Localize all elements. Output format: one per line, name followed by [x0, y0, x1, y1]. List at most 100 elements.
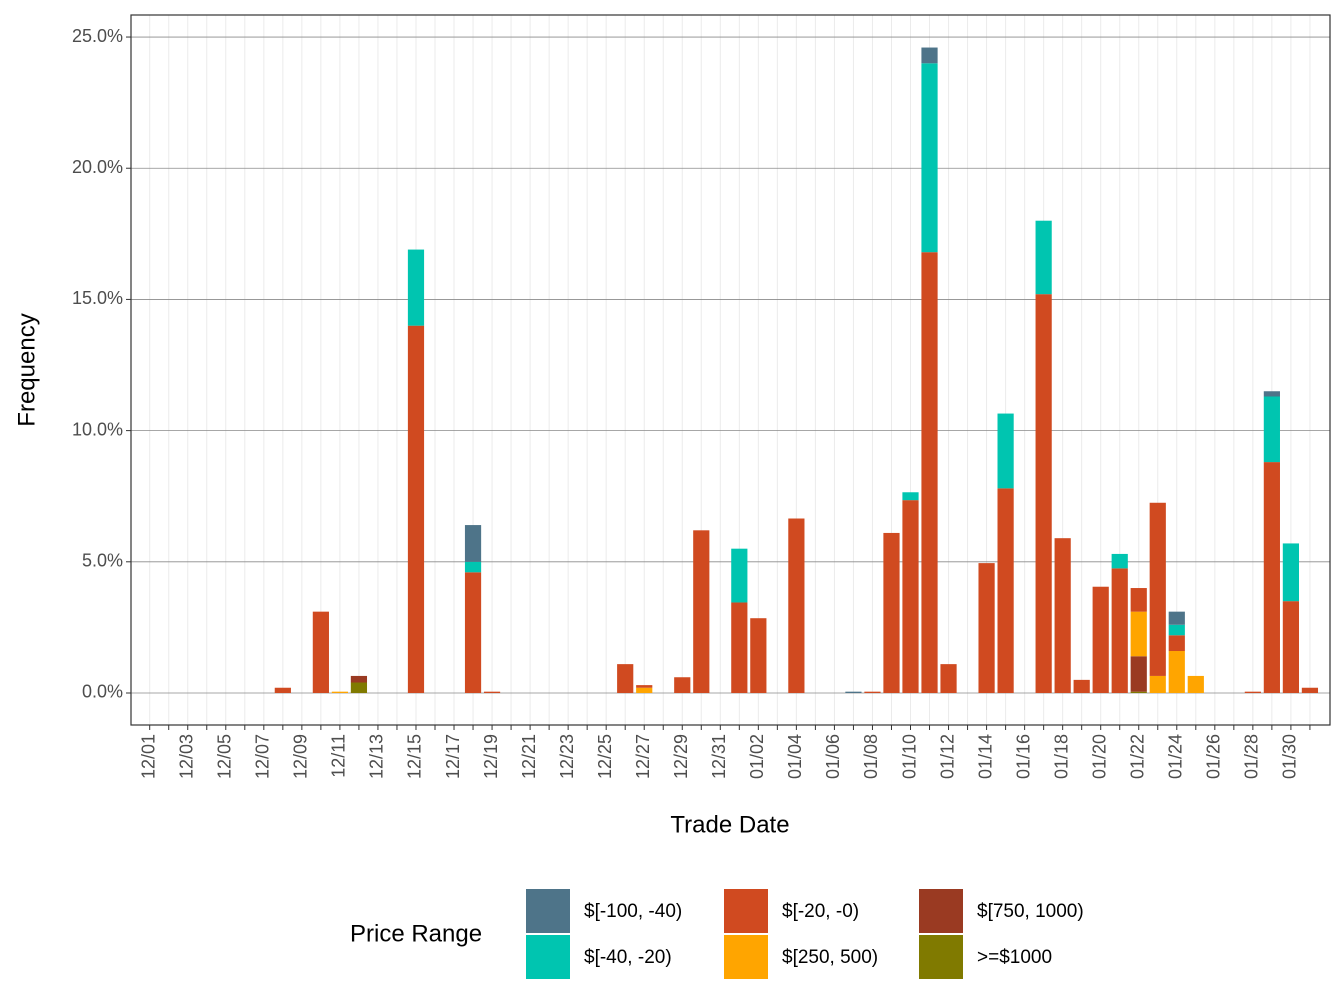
x-tick-label: 01/12	[937, 734, 957, 779]
bar	[1035, 294, 1052, 693]
bar	[921, 63, 938, 253]
legend-title: Price Range	[350, 920, 482, 947]
bar	[845, 691, 862, 693]
bar	[1130, 656, 1147, 692]
bar	[312, 611, 329, 693]
x-tick-label: 12/31	[709, 734, 729, 779]
x-tick-label: 12/11	[329, 734, 349, 778]
bar	[636, 687, 653, 693]
x-tick-label: 12/03	[176, 734, 196, 779]
x-tick-label: 12/21	[519, 734, 539, 779]
bar	[617, 664, 634, 693]
bar	[1187, 675, 1204, 693]
x-tick-label: 01/08	[861, 734, 881, 779]
x-tick-label: 01/06	[823, 734, 843, 779]
x-tick-label: 12/23	[557, 734, 577, 779]
bar	[1263, 396, 1280, 463]
x-tick-label: 12/19	[481, 734, 501, 779]
bar	[1130, 691, 1147, 693]
x-tick-label: 01/02	[747, 734, 767, 779]
x-tick-label: 01/04	[785, 734, 805, 779]
bar	[750, 618, 767, 693]
legend-label: $[-100, -40)	[584, 901, 682, 922]
bar	[1244, 691, 1261, 693]
x-tick-label: 12/27	[633, 734, 653, 779]
x-tick-label: 12/29	[671, 734, 691, 779]
x-tick-label: 01/14	[975, 734, 995, 779]
bar	[1130, 611, 1147, 657]
x-tick-label: 12/15	[405, 734, 425, 779]
legend-swatch	[526, 935, 570, 979]
legend-label: $[250, 500)	[782, 947, 878, 968]
x-tick-label: 01/30	[1280, 734, 1300, 779]
bar	[1054, 538, 1071, 693]
bar	[674, 677, 691, 693]
bar	[464, 525, 482, 562]
y-axis-title: Frequency	[13, 313, 40, 426]
bar	[883, 532, 900, 693]
bar	[1035, 220, 1052, 295]
bar	[350, 682, 368, 693]
bar	[1130, 588, 1147, 612]
y-tick-label: 15.0%	[72, 288, 123, 308]
legend-swatch	[919, 889, 963, 933]
legend-label: $[-20, -0)	[782, 901, 859, 922]
bar	[464, 572, 482, 693]
bar	[978, 563, 995, 693]
bar	[997, 413, 1014, 489]
x-tick-label: 01/20	[1089, 734, 1109, 779]
bar	[693, 530, 710, 693]
x-tick-label: 12/17	[443, 734, 463, 779]
x-tick-label: 01/22	[1127, 734, 1147, 779]
y-tick-label: 5.0%	[82, 551, 123, 571]
x-tick-label: 12/05	[215, 734, 235, 779]
bar	[350, 675, 368, 683]
x-tick-label: 01/10	[899, 734, 919, 779]
bar	[464, 561, 482, 573]
legend-label: >=$1000	[977, 947, 1052, 968]
bar	[274, 687, 291, 693]
bar	[1111, 568, 1128, 693]
x-tick-label: 12/13	[367, 734, 387, 779]
bar	[1263, 462, 1280, 693]
bar	[483, 691, 501, 693]
legend-swatch	[724, 889, 768, 933]
bar	[1111, 553, 1128, 569]
bar	[1149, 502, 1166, 676]
y-tick-label: 25.0%	[72, 26, 123, 46]
bar	[731, 548, 748, 603]
legend-label: $[-40, -20)	[584, 947, 672, 968]
x-tick-label: 12/09	[291, 734, 311, 779]
bar	[902, 500, 919, 693]
bar	[940, 664, 957, 693]
plot-border	[130, 14, 1331, 726]
plot-background	[131, 15, 1330, 725]
y-tick-label: 20.0%	[72, 157, 123, 177]
x-tick-label: 12/25	[595, 734, 615, 779]
x-tick-label: 12/07	[253, 734, 273, 779]
bar	[407, 249, 425, 326]
x-tick-label: 01/18	[1051, 734, 1071, 779]
x-axis-title: Trade Date	[670, 811, 789, 838]
bar	[636, 685, 653, 688]
bar	[1149, 675, 1166, 693]
x-tick-label: 12/01	[138, 734, 158, 779]
x-tick-label: 01/26	[1204, 734, 1224, 779]
bar	[921, 252, 938, 693]
bar	[1301, 687, 1319, 693]
bar	[1168, 651, 1185, 693]
bar	[997, 488, 1014, 693]
bar	[1168, 611, 1185, 625]
legend-swatch	[919, 935, 963, 979]
bar	[1282, 543, 1299, 602]
bar	[1073, 679, 1090, 693]
bar	[1168, 624, 1185, 636]
legend-label: $[750, 1000)	[977, 901, 1084, 922]
bar	[1263, 391, 1280, 397]
bar	[864, 691, 881, 693]
legend-swatch	[724, 935, 768, 979]
bar	[921, 47, 938, 64]
bar	[407, 325, 425, 693]
bar	[788, 518, 805, 693]
